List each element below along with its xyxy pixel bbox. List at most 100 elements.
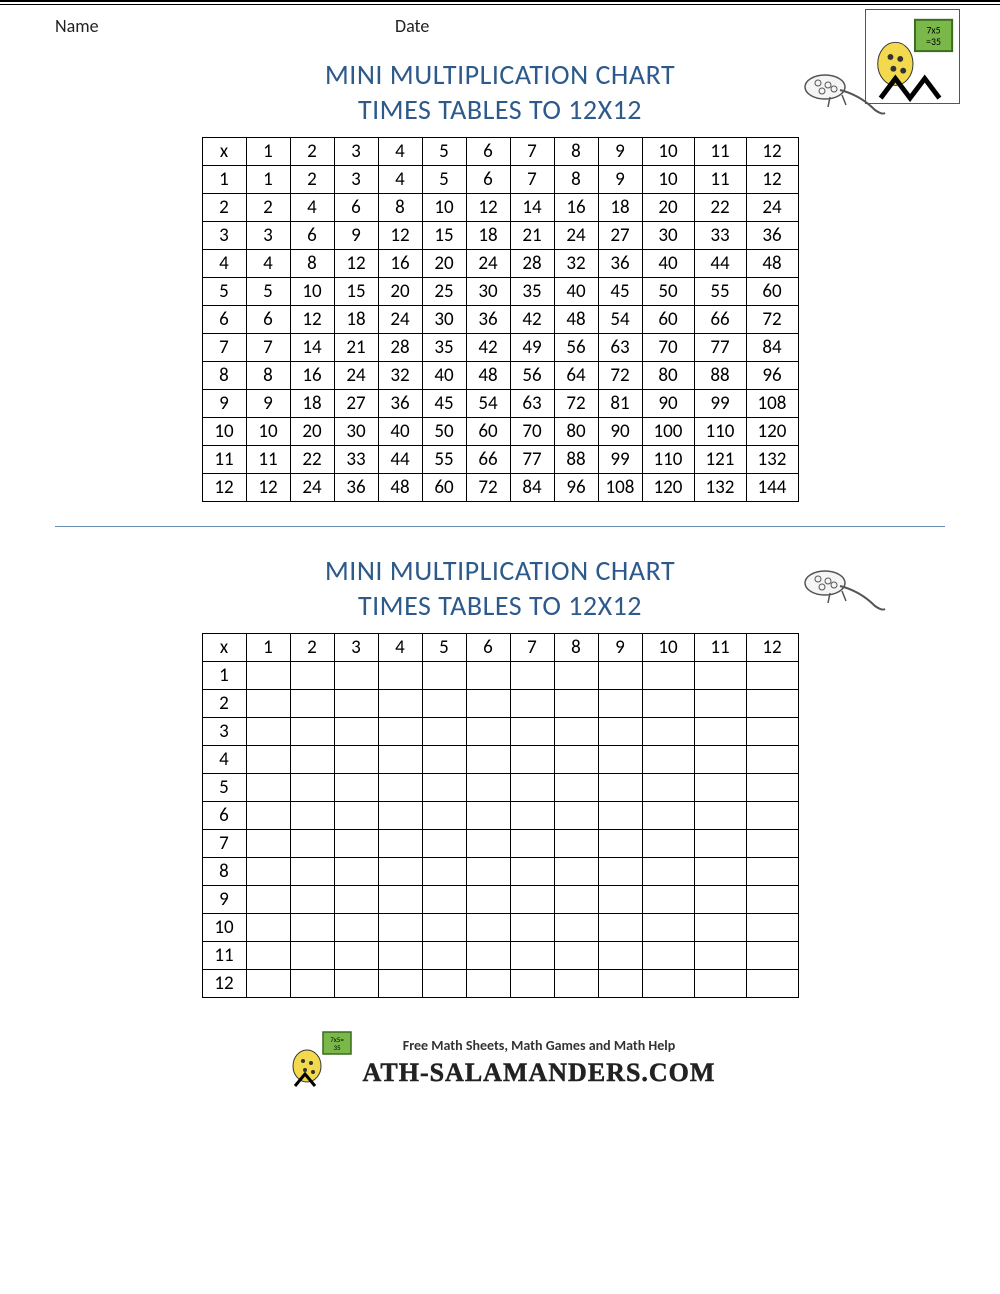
- cell: [246, 802, 290, 830]
- row-header: 6: [202, 802, 246, 830]
- cell: [422, 802, 466, 830]
- cell: [694, 970, 746, 998]
- cell: [466, 942, 510, 970]
- cell: [378, 746, 422, 774]
- cell: 11: [246, 446, 290, 474]
- cell: 10: [290, 278, 334, 306]
- cell: 50: [642, 278, 694, 306]
- cell: [246, 746, 290, 774]
- cell: 99: [598, 446, 642, 474]
- cell: 12: [466, 194, 510, 222]
- row-header: 9: [202, 886, 246, 914]
- cell: 15: [422, 222, 466, 250]
- logo-board-text2: =35: [926, 36, 941, 48]
- row-header: 12: [202, 970, 246, 998]
- cell: [290, 718, 334, 746]
- cell: [334, 830, 378, 858]
- cell: [334, 774, 378, 802]
- section-divider: [55, 526, 945, 527]
- cell: [554, 690, 598, 718]
- cell: [334, 886, 378, 914]
- cell: [554, 914, 598, 942]
- cell: 80: [642, 362, 694, 390]
- cell: [466, 858, 510, 886]
- cell: 48: [378, 474, 422, 502]
- logo-board-text1: 7x5: [926, 24, 940, 36]
- cell: 72: [554, 390, 598, 418]
- cell: [598, 886, 642, 914]
- cell: [334, 914, 378, 942]
- title-line2: TIMES TABLES TO 12X12: [150, 92, 850, 127]
- cell: 24: [334, 362, 378, 390]
- row-header: 10: [202, 914, 246, 942]
- cell: [746, 942, 798, 970]
- table-corner: x: [202, 634, 246, 662]
- cell: 28: [510, 250, 554, 278]
- cell: [554, 662, 598, 690]
- cell: [290, 970, 334, 998]
- cell: [642, 774, 694, 802]
- cell: 24: [466, 250, 510, 278]
- cell: 45: [598, 278, 642, 306]
- cell: 144: [746, 474, 798, 502]
- cell: 60: [746, 278, 798, 306]
- cell: [290, 802, 334, 830]
- cell: 21: [334, 334, 378, 362]
- row-header: 3: [202, 222, 246, 250]
- cell: 4: [290, 194, 334, 222]
- cell: [246, 970, 290, 998]
- col-header: 4: [378, 138, 422, 166]
- cell: 40: [642, 250, 694, 278]
- cell: 5: [422, 166, 466, 194]
- cell: 18: [466, 222, 510, 250]
- cell: 32: [554, 250, 598, 278]
- cell: [746, 746, 798, 774]
- col-header: 11: [694, 138, 746, 166]
- cell: 36: [598, 250, 642, 278]
- cell: [510, 886, 554, 914]
- cell: [422, 830, 466, 858]
- cell: 63: [598, 334, 642, 362]
- cell: 3: [334, 166, 378, 194]
- cell: [422, 718, 466, 746]
- cell: [694, 718, 746, 746]
- row-header: 1: [202, 166, 246, 194]
- cell: [746, 830, 798, 858]
- cell: 44: [378, 446, 422, 474]
- cell: 66: [466, 446, 510, 474]
- cell: [378, 830, 422, 858]
- row-header: 11: [202, 942, 246, 970]
- cell: [378, 774, 422, 802]
- cell: [598, 858, 642, 886]
- cell: 20: [642, 194, 694, 222]
- cell: [642, 858, 694, 886]
- cell: 7: [246, 334, 290, 362]
- cell: 9: [334, 222, 378, 250]
- cell: 72: [746, 306, 798, 334]
- cell: [422, 774, 466, 802]
- cell: 10: [422, 194, 466, 222]
- footer-brand: ATH-SALAMANDERS.COM: [363, 1058, 716, 1088]
- cell: [246, 886, 290, 914]
- mult-table-filled: x123456789101112112345678910111222468101…: [202, 137, 799, 502]
- cell: 90: [642, 390, 694, 418]
- cell: 55: [694, 278, 746, 306]
- cell: [746, 970, 798, 998]
- col-header: 2: [290, 634, 334, 662]
- cell: [746, 858, 798, 886]
- cell: 48: [554, 306, 598, 334]
- cell: [554, 746, 598, 774]
- cell: 33: [694, 222, 746, 250]
- cell: [598, 746, 642, 774]
- col-header: 12: [746, 138, 798, 166]
- salamander-icon: [800, 65, 890, 120]
- cell: [694, 830, 746, 858]
- chart-blank-wrap: x123456789101112123456789101112: [0, 633, 1000, 998]
- cell: 108: [598, 474, 642, 502]
- cell: 30: [334, 418, 378, 446]
- cell: [378, 858, 422, 886]
- cell: 110: [642, 446, 694, 474]
- cell: 54: [598, 306, 642, 334]
- col-header: 10: [642, 634, 694, 662]
- cell: [554, 886, 598, 914]
